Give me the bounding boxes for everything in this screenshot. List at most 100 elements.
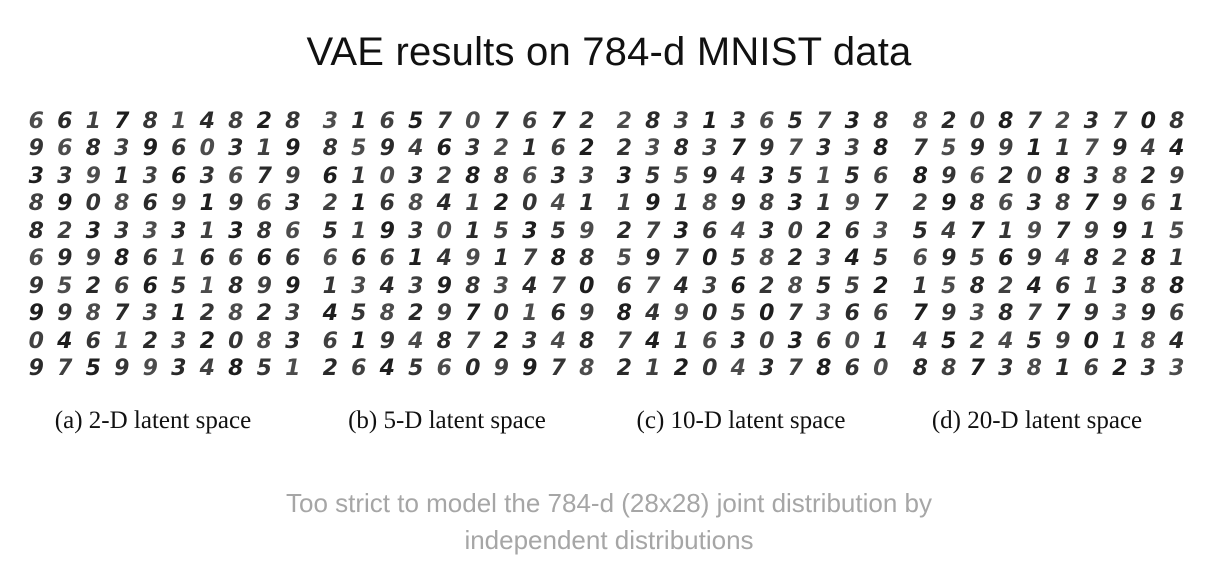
generated-digit: 8 [616,301,632,327]
generated-digit: 7 [969,356,985,382]
generated-digit: 2 [322,356,338,382]
generated-digit: 3 [408,273,424,299]
generated-digit: 3 [759,163,775,189]
generated-digit: 4 [730,218,746,244]
generated-digit: 6 [85,328,101,354]
generated-digit: 9 [28,273,44,299]
generated-digit: 9 [645,191,661,217]
footer-line-1: Too strict to model the 784-d (28x28) jo… [285,488,932,518]
generated-digit: 8 [322,136,338,162]
generated-digit: 3 [28,163,44,189]
generated-digit: 5 [550,218,566,244]
generated-digit: 5 [493,218,509,244]
generated-digit: 3 [702,273,718,299]
generated-digit: 3 [787,191,803,217]
generated-digit: 3 [114,136,130,162]
generated-digit: 9 [228,191,244,217]
generated-digit: 0 [493,301,509,327]
generated-digit: 5 [730,301,746,327]
generated-digit: 7 [645,273,661,299]
generated-digit: 2 [256,301,272,327]
generated-digit: 1 [351,328,367,354]
generated-digit: 8 [28,218,44,244]
generated-digit: 2 [1112,246,1128,272]
generated-digit: 1 [85,108,101,134]
generated-digit: 1 [408,246,424,272]
generated-digit: 5 [351,301,367,327]
generated-digit: 4 [408,328,424,354]
generated-digit: 2 [322,191,338,217]
generated-digit: 4 [673,273,689,299]
generated-digit: 9 [1140,301,1156,327]
generated-digit: 8 [114,191,130,217]
generated-digit: 8 [579,356,595,382]
generated-digit: 6 [285,218,301,244]
generated-digit: 7 [1055,218,1071,244]
generated-digit: 4 [645,328,661,354]
generated-digit: 3 [1140,356,1156,382]
generated-digit: 0 [759,301,775,327]
generated-digit: 8 [1055,191,1071,217]
generated-digit: 6 [912,246,928,272]
generated-digit: 0 [1140,108,1156,134]
generated-digit: 2 [199,301,215,327]
generated-digit: 9 [969,136,985,162]
generated-digit: 9 [57,191,73,217]
generated-digit: 7 [969,218,985,244]
generated-digit: 8 [702,191,718,217]
generated-digit: 8 [873,108,889,134]
generated-digit: 4 [408,136,424,162]
generated-digit: 5 [912,218,928,244]
generated-digit: 8 [228,301,244,327]
generated-digit: 6 [285,246,301,272]
generated-digit: 7 [465,301,481,327]
generated-digit: 2 [912,191,928,217]
generated-digit: 9 [256,273,272,299]
generated-digit: 5 [408,356,424,382]
generated-digit: 8 [228,108,244,134]
generated-digit: 8 [941,356,957,382]
generated-digit: 9 [379,136,395,162]
generated-digit: 1 [1055,356,1071,382]
generated-digit: 3 [579,163,595,189]
generated-digit: 3 [1112,301,1128,327]
generated-digit: 7 [1055,301,1071,327]
generated-digit: 9 [285,163,301,189]
generated-digit: 1 [702,108,718,134]
generated-digit: 6 [114,273,130,299]
generated-digit: 8 [579,328,595,354]
generated-digit: 3 [787,328,803,354]
generated-digit: 1 [114,163,130,189]
generated-digit: 1 [998,218,1014,244]
generated-digit: 8 [493,163,509,189]
generated-digit: 3 [759,356,775,382]
generated-digit: 8 [85,301,101,327]
generated-digit: 6 [998,246,1014,272]
generated-digit: 4 [322,301,338,327]
generated-digit: 6 [816,328,832,354]
generated-digit: 4 [1169,136,1185,162]
generated-digit: 9 [1083,301,1099,327]
generated-digit: 2 [579,108,595,134]
generated-digit: 1 [171,246,187,272]
generated-digit: 3 [465,136,481,162]
generated-digit: 0 [522,191,538,217]
generated-digit: 6 [322,328,338,354]
generated-digit: 0 [787,218,803,244]
generated-digit: 2 [57,218,73,244]
generated-digit: 9 [465,246,481,272]
generated-digit: 8 [873,136,889,162]
caption-2d: (a) 2-D latent space [54,407,252,434]
generated-digit: 5 [787,108,803,134]
generated-digit: 7 [114,301,130,327]
generated-digit: 3 [285,191,301,217]
generated-digit: 0 [85,191,101,217]
generated-digit: 8 [759,191,775,217]
generated-digit: 3 [1026,191,1042,217]
generated-digit: 1 [1169,246,1185,272]
generated-digit: 0 [379,163,395,189]
generated-digit: 7 [550,273,566,299]
generated-digit: 9 [85,246,101,272]
